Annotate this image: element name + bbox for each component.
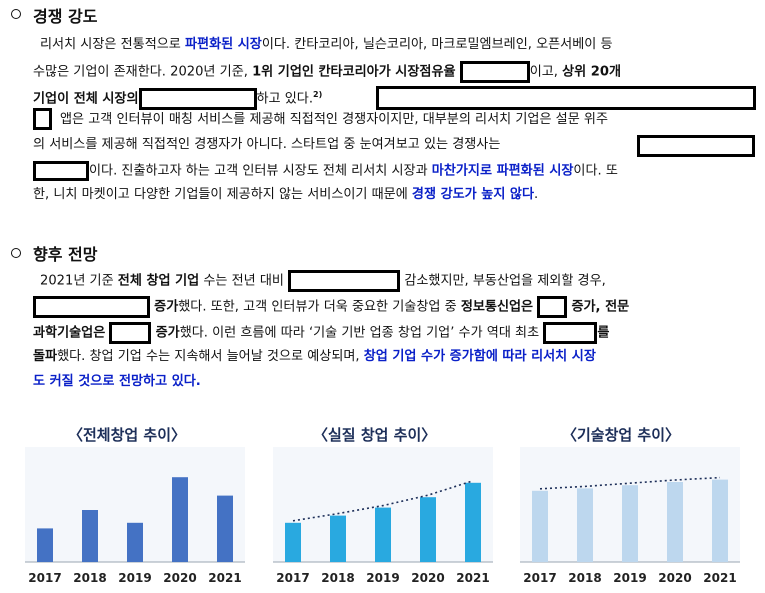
redaction-box	[33, 296, 150, 318]
bar-2017	[37, 528, 53, 562]
bar-2018	[577, 488, 593, 562]
bar-2020	[172, 477, 188, 562]
chart-title: 〈전체창업 추이〉	[68, 426, 187, 444]
paragraph-line: 도 커질 것으로 전망하고 있다.	[33, 374, 201, 389]
paragraph-line: 2021년 기준 전체 창업 기업 수는 전년 대비 감소했지만, 부동산업을 …	[40, 270, 606, 292]
chart-real-startups: 2017 2018 2019 2020 2021	[273, 447, 493, 585]
x-tick-label: 2019	[366, 571, 399, 585]
x-tick-label: 2020	[658, 571, 691, 585]
x-tick-label: 2021	[703, 571, 736, 585]
x-tick-label: 2017	[276, 571, 309, 585]
x-tick-label: 2017	[523, 571, 556, 585]
paragraph-line: 앱은 고객 인터뷰이 매칭 서비스를 제공해 직접적인 경쟁자이지만, 대부분의…	[60, 112, 609, 127]
bar-2019	[622, 485, 638, 562]
x-tick-label: 2018	[321, 571, 354, 585]
section-heading-outlook: 향후 전망	[33, 245, 98, 264]
x-tick-label: 2020	[163, 571, 196, 585]
x-tick-label: 2019	[613, 571, 646, 585]
x-tick-label: 2017	[28, 571, 61, 585]
redaction-box	[537, 296, 568, 318]
paragraph-line: 리서치 시장은 전통적으로 파편화된 시장이다. 칸타코리아, 닐슨코리아, 마…	[40, 37, 613, 52]
redaction-box	[288, 270, 401, 292]
paragraph-line: 이다. 진출하고자 하는 고객 인터뷰 시장도 전체 리서치 시장과 마찬가지로…	[33, 161, 618, 181]
x-tick-label: 2018	[568, 571, 601, 585]
redaction-box	[459, 61, 530, 83]
x-tick-label: 2018	[73, 571, 106, 585]
paragraph-line: 수많은 기업이 존재한다. 2020년 기준, 1위 기업인 칸타코리아가 시장…	[33, 61, 621, 83]
redaction-box	[138, 87, 257, 110]
section-heading-competition: 경쟁 강도	[33, 7, 98, 26]
x-tick-label: 2021	[208, 571, 241, 585]
trend-line	[539, 476, 721, 490]
bar-2017	[285, 522, 301, 562]
section-bullet-icon	[11, 9, 21, 19]
bar-2018	[330, 515, 346, 562]
bar-2020	[420, 497, 436, 562]
paragraph-line: 한, 니치 마켓이고 다양한 기업들이 제공하지 않는 서비스이기 때문에 경쟁…	[33, 187, 539, 202]
bar-2017	[532, 490, 548, 562]
x-tick-label: 2019	[118, 571, 151, 585]
bar-2021	[712, 479, 728, 562]
bar-2019	[127, 522, 143, 562]
redaction-box	[33, 161, 89, 181]
section-bullet-icon	[11, 248, 21, 258]
trend-line	[292, 480, 474, 522]
redaction-box	[376, 86, 756, 110]
chart-tech-startups: 2017 2018 2019 2020 2021	[520, 447, 740, 585]
paragraph-line: 증가했다. 또한, 고객 인터뷰가 더욱 중요한 기술창업 중 정보통신업은 증…	[33, 296, 629, 318]
redaction-box	[109, 322, 152, 344]
paragraph-line: 돌파했다. 창업 기업 수는 지속해서 늘어날 것으로 예상되며, 창업 기업 …	[33, 349, 596, 364]
paragraph-line: 과학기술업은 증가했다. 이런 흐름에 따라 ‘기술 기반 업종 창업 기업’ …	[33, 322, 609, 344]
redaction-box	[543, 322, 598, 344]
redaction-box	[637, 135, 755, 157]
paragraph-line: 의 서비스를 제공해 직접적인 경쟁자가 아니다. 스타트업 중 눈여겨보고 있…	[33, 137, 501, 152]
x-tick-label: 2020	[411, 571, 444, 585]
chart-total-startups: 2017 2018 2019 2020 2021	[25, 447, 245, 585]
redaction-box	[33, 108, 52, 130]
bar-2021	[217, 495, 233, 562]
bar-2021	[465, 482, 481, 562]
bar-2020	[667, 482, 683, 562]
paragraph-line: 기업이 전체 시장의 하고 있다.2)	[33, 86, 322, 110]
chart-title: 〈기술창업 추이〉	[562, 426, 681, 444]
bar-2018	[82, 510, 98, 562]
chart-title: 〈실질 창업 추이〉	[313, 426, 437, 444]
x-tick-label: 2021	[456, 571, 489, 585]
bar-2019	[375, 507, 391, 562]
